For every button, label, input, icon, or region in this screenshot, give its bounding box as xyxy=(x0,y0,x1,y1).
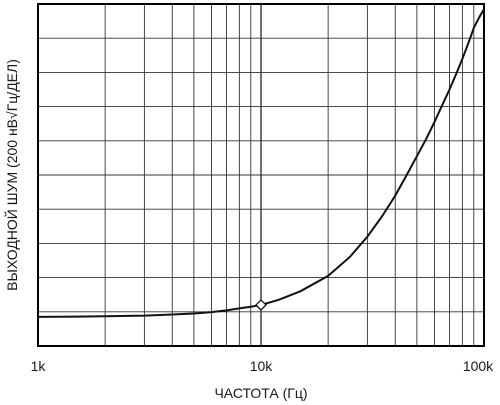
diamond-marker xyxy=(255,299,267,311)
x-tick-label: 10k xyxy=(250,358,274,374)
markers xyxy=(255,299,267,311)
x-tick-label: 100k xyxy=(463,358,494,374)
x-axis-label: ЧАСТОТА (Гц) xyxy=(214,385,307,401)
x-tick-label: 1k xyxy=(31,358,47,374)
y-axis-label: ВЫХОДНОЙ ШУМ (200 нВ√Гц/ДЕЛ) xyxy=(3,59,20,291)
plot-frame xyxy=(37,3,485,347)
grid xyxy=(38,4,484,346)
series-line-output-noise xyxy=(37,8,485,318)
